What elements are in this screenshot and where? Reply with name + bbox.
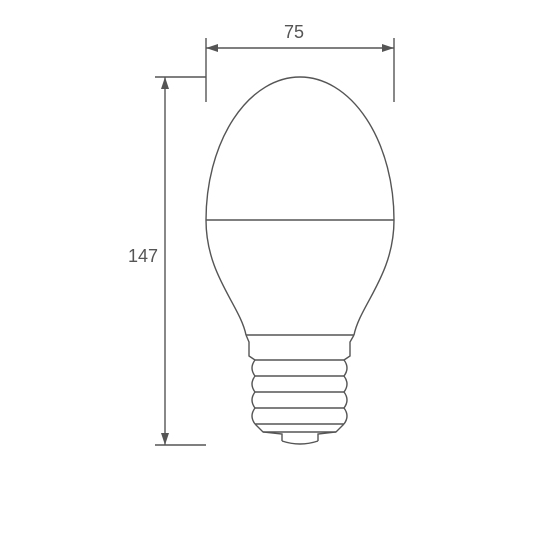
bulb-diagram-svg: [0, 0, 550, 550]
height-dimension-label: 147: [128, 246, 158, 267]
width-dimension-label: 75: [284, 22, 304, 43]
technical-drawing: 75 147: [0, 0, 550, 550]
